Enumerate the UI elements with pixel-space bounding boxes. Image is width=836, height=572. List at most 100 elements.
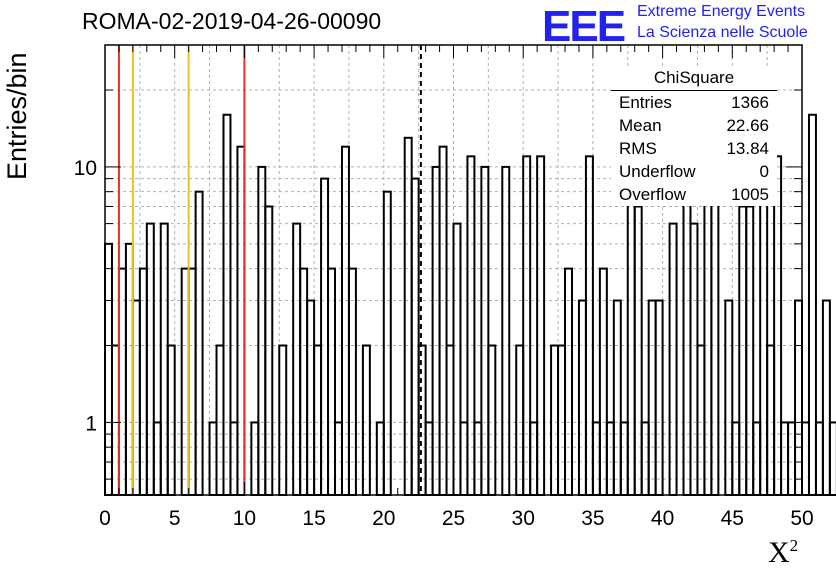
histogram-bar — [515, 344, 525, 497]
histogram-bar — [257, 165, 267, 496]
histogram-bar — [529, 421, 539, 497]
histogram-bar — [738, 205, 748, 496]
logo-line-1: Extreme Energy Events — [637, 3, 806, 20]
histogram-bar — [131, 299, 141, 497]
histogram-bar — [117, 267, 127, 497]
histogram-bar — [361, 344, 371, 497]
histogram-bar — [605, 421, 615, 497]
histogram-bar — [591, 421, 601, 497]
histogram-bar — [633, 205, 643, 496]
histogram-bar — [787, 421, 797, 497]
stats-key: RMS — [619, 139, 657, 158]
x-tick-label: 10 — [233, 507, 256, 530]
x-tick-label: 50 — [790, 507, 813, 530]
stats-name: ChiSquare — [653, 68, 735, 87]
eee-logo: EEE — [542, 2, 626, 51]
histogram-bar — [431, 165, 441, 496]
histogram-bar — [452, 222, 462, 497]
histogram-bar — [459, 421, 469, 497]
histogram-bar — [334, 421, 343, 497]
histogram-bar — [340, 145, 350, 497]
histogram-bar — [807, 113, 817, 497]
histogram-bar — [180, 267, 190, 497]
histogram-bar — [612, 299, 622, 497]
histogram-bar — [703, 165, 713, 496]
histogram-bar — [124, 242, 134, 496]
histogram-bar — [159, 222, 169, 497]
stats-box: ChiSquare Entries 1366 Mean 22.66 RMS 13.84… — [611, 66, 777, 206]
histogram-bar — [577, 299, 587, 497]
histogram-bar — [598, 267, 608, 497]
x-axis-label-text: X — [768, 536, 790, 569]
x-tick-label: 20 — [372, 507, 395, 530]
histogram-bar — [138, 267, 148, 497]
histogram-bar — [759, 155, 769, 496]
stats-value: 1366 — [731, 93, 769, 112]
x-tick-label: 0 — [99, 507, 111, 530]
histogram-bar — [773, 155, 783, 496]
histogram-bar — [584, 155, 594, 496]
x-axis-label-sup: 2 — [789, 536, 799, 555]
histogram-bar — [327, 267, 337, 497]
stats-key: Underflow — [619, 162, 696, 181]
histogram-bar — [347, 267, 357, 497]
x-tick-label: 35 — [581, 507, 604, 530]
histogram-bar — [187, 267, 197, 497]
histogram-bar — [724, 299, 734, 497]
stats-value: 0 — [759, 162, 769, 181]
logo-line-2: La Scienza nelle Scuole — [637, 24, 808, 41]
histogram-bar — [264, 205, 274, 496]
stats-value: 13.84 — [726, 139, 769, 158]
histogram-bar — [438, 145, 448, 497]
histogram-bar — [640, 421, 650, 497]
histogram-bar — [564, 267, 573, 497]
histogram-bar — [166, 344, 176, 497]
histogram-bar — [222, 113, 232, 497]
histogram-bar — [814, 421, 824, 497]
x-tick-label: 5 — [169, 507, 181, 530]
x-tick-label: 45 — [721, 507, 744, 530]
stats-value: 22.66 — [726, 116, 769, 135]
histogram-bar — [110, 344, 120, 497]
histogram-bar — [689, 222, 699, 497]
histogram-bar — [619, 421, 629, 497]
stats-value: 1005 — [731, 185, 769, 204]
stats-key: Overflow — [619, 185, 687, 204]
histogram-bar — [375, 421, 385, 497]
histogram-bar — [466, 155, 476, 496]
histogram-bar — [487, 344, 497, 497]
histogram-bar — [382, 190, 392, 497]
histogram-bar — [306, 299, 316, 497]
chart-title: ROMA-02-2019-04-26-00090 — [82, 8, 382, 34]
histogram-bar — [626, 190, 636, 497]
histogram-bar — [229, 421, 239, 497]
histogram-bar — [313, 344, 323, 497]
stats-key: Mean — [619, 116, 662, 135]
histogram-bar — [292, 222, 302, 497]
x-tick-label: 15 — [302, 507, 325, 530]
x-tick-label: 30 — [512, 507, 535, 530]
histogram-bar — [522, 155, 532, 496]
histogram-bar — [647, 299, 657, 497]
histogram-bar — [278, 344, 288, 497]
histogram-bar — [215, 344, 225, 497]
histogram-bar — [236, 145, 246, 497]
y-tick-label: 1 — [85, 412, 97, 435]
histogram-bar — [745, 205, 755, 496]
histogram-bar — [194, 190, 204, 497]
histogram-bar — [766, 344, 776, 497]
stats-key: Entries — [619, 93, 672, 112]
stats-rule — [611, 90, 777, 91]
x-tick-label: 25 — [442, 507, 465, 530]
y-tick-label: 10 — [74, 157, 97, 180]
histogram-bar — [424, 421, 434, 497]
histogram-bar — [473, 421, 483, 497]
histogram-bar — [696, 344, 706, 497]
x-tick-label: 40 — [651, 507, 674, 530]
histogram-bar — [536, 155, 546, 496]
histogram-bar — [550, 344, 560, 497]
x-axis-label: X2 — [768, 536, 798, 570]
histogram-bar — [821, 299, 831, 497]
histogram-bar — [250, 421, 260, 497]
